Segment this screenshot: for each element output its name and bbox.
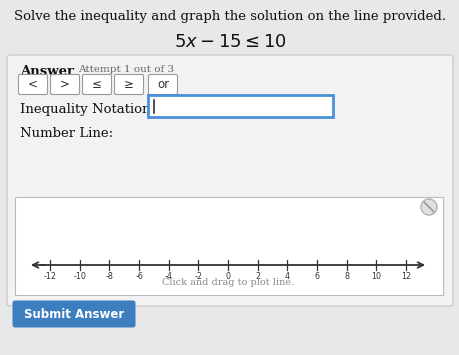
Text: Number Line:: Number Line: xyxy=(20,127,113,140)
Text: or: or xyxy=(157,78,169,91)
Circle shape xyxy=(420,199,436,215)
Text: >: > xyxy=(60,78,70,91)
Text: Solve the inequality and graph the solution on the line provided.: Solve the inequality and graph the solut… xyxy=(14,10,445,23)
Text: <: < xyxy=(28,78,38,91)
Text: -2: -2 xyxy=(194,272,202,281)
FancyBboxPatch shape xyxy=(15,197,442,295)
FancyBboxPatch shape xyxy=(148,75,177,94)
Text: 10: 10 xyxy=(370,272,381,281)
Text: Answer: Answer xyxy=(20,65,74,78)
FancyBboxPatch shape xyxy=(148,95,332,117)
Text: -6: -6 xyxy=(135,272,143,281)
FancyBboxPatch shape xyxy=(50,75,79,94)
Text: -8: -8 xyxy=(105,272,113,281)
Text: -4: -4 xyxy=(164,272,172,281)
Text: -10: -10 xyxy=(73,272,86,281)
Text: Click and drag to plot line.: Click and drag to plot line. xyxy=(162,278,293,287)
FancyBboxPatch shape xyxy=(82,75,111,94)
Text: ≥: ≥ xyxy=(124,78,134,91)
Text: Inequality Notation:: Inequality Notation: xyxy=(20,103,155,116)
Text: 0: 0 xyxy=(225,272,230,281)
Text: 12: 12 xyxy=(400,272,410,281)
FancyBboxPatch shape xyxy=(18,75,47,94)
Text: Attempt 1 out of 3: Attempt 1 out of 3 xyxy=(78,65,174,74)
Text: ≤: ≤ xyxy=(92,78,102,91)
Text: 6: 6 xyxy=(313,272,319,281)
FancyBboxPatch shape xyxy=(114,75,143,94)
Text: 8: 8 xyxy=(343,272,348,281)
Text: 4: 4 xyxy=(284,272,289,281)
Text: Submit Answer: Submit Answer xyxy=(24,307,124,321)
Text: 2: 2 xyxy=(254,272,260,281)
FancyBboxPatch shape xyxy=(7,55,452,306)
FancyBboxPatch shape xyxy=(12,300,135,328)
Text: -12: -12 xyxy=(44,272,56,281)
Text: $5x - 15 \leq 10$: $5x - 15 \leq 10$ xyxy=(173,33,286,51)
